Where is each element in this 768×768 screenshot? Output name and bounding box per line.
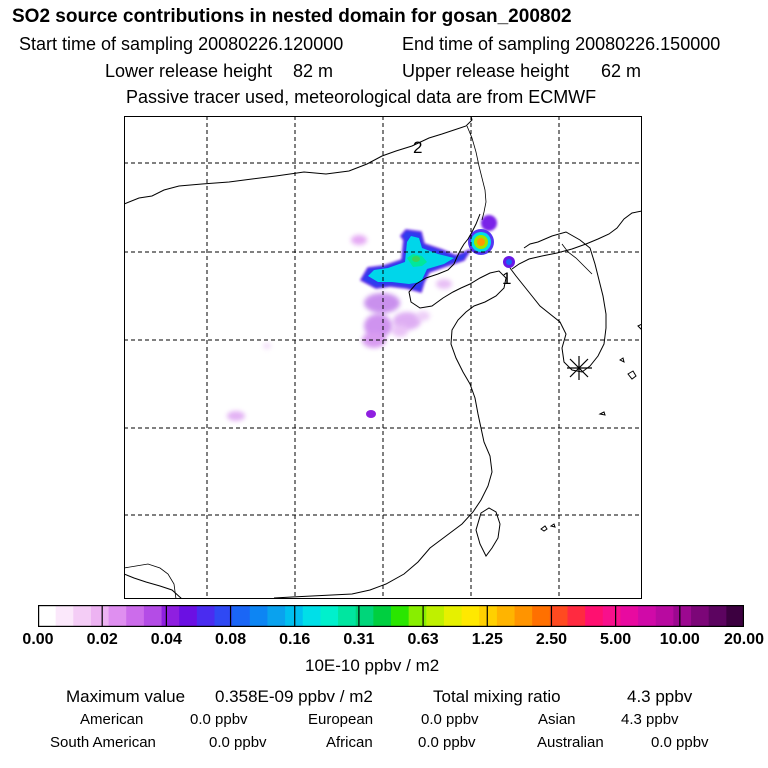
colorbar-cell: [214, 605, 233, 627]
colorbar-cell: [532, 605, 551, 627]
colorbar-cell: [90, 605, 110, 627]
colorbar-cell: [355, 605, 374, 627]
colorbar-cell: [302, 605, 321, 627]
colorbar-tick-label: 10.00: [659, 631, 700, 648]
region-south-american-value: 0.0 ppbv: [209, 734, 267, 751]
max-value: 0.358E-09 ppbv / m2: [215, 687, 373, 706]
colorbar-cell: [496, 605, 516, 627]
region-african-label: African: [326, 734, 373, 751]
colorbar-cell: [620, 605, 639, 627]
total-mixing-value: 4.3 ppbv: [627, 687, 693, 706]
colorbar-cell: [638, 605, 657, 627]
colorbar-tick-label: 0.63: [407, 631, 439, 648]
colorbar-cell: [602, 605, 622, 627]
colorbar-cell: [673, 605, 692, 627]
colorbar-tick-label: 0.00: [22, 631, 54, 648]
colorbar-cell: [691, 605, 710, 627]
colorbar-frame: [38, 605, 744, 627]
region-asian-label: Asian: [538, 711, 576, 728]
colorbar-tick-label: 2.50: [535, 631, 568, 648]
colorbar-cell: [320, 605, 339, 627]
colorbar-tick-label: 0.04: [150, 631, 182, 648]
lower-release-label: Lower release height: [105, 61, 273, 81]
colorbar-cell: [726, 605, 744, 627]
colorbar-cell: [338, 605, 357, 627]
colorbar-tick-label: 20.00: [723, 631, 765, 648]
colorbar-cell: [249, 605, 269, 627]
total-mixing-label: Total mixing ratio: [433, 687, 561, 706]
marker-label-1: 1: [502, 269, 511, 288]
colorbar-tick-label: 0.31: [343, 631, 375, 648]
colorbar: [38, 605, 744, 627]
region-african-value: 0.0 ppbv: [418, 734, 476, 751]
sampling-end-label: End time of sampling 20080226.150000: [402, 34, 721, 54]
main-plume: [359, 229, 472, 293]
colorbar-cell: [461, 605, 480, 627]
colorbar-cell: [267, 605, 286, 627]
sampling-start-label: Start time of sampling 20080226.120000: [19, 34, 344, 54]
colorbar-cell: [443, 605, 463, 627]
colorbar-cell: [426, 605, 445, 627]
coastal-plume: [366, 215, 515, 418]
colorbar-cell: [179, 605, 198, 627]
region-australian-label: Australian: [537, 734, 604, 751]
region-south-american-label: South American: [50, 734, 156, 751]
region-asian-value: 4.3 ppbv: [621, 711, 679, 728]
colorbar-cell: [514, 605, 533, 627]
colorbar-cell: [585, 605, 604, 627]
colorbar-cells: [38, 605, 744, 627]
colorbar-cell: [408, 605, 427, 627]
colorbar-cell: [567, 605, 586, 627]
map-frame: [124, 116, 642, 599]
colorbar-tick-label: 0.02: [86, 631, 118, 648]
colorbar-cell: [232, 605, 251, 627]
region-american-value: 0.0 ppbv: [190, 711, 248, 728]
colorbar-cell: [126, 605, 145, 627]
colorbar-cell: [373, 605, 392, 627]
max-value-label: Maximum value: [66, 687, 186, 706]
colorbar-cell: [196, 605, 216, 627]
colorbar-cell: [655, 605, 674, 627]
colorbar-cell: [55, 605, 74, 627]
plume-layer: [227, 215, 515, 421]
region-european-value: 0.0 ppbv: [421, 711, 479, 728]
grid-layer: [124, 116, 642, 599]
lower-release-value: 82 m: [293, 61, 334, 81]
colorbar-cell: [108, 605, 127, 627]
tracer-note: Passive tracer used, meteorological data…: [126, 87, 597, 107]
upper-release-value: 62 m: [601, 61, 642, 81]
marker-label-2: 2: [413, 138, 422, 157]
colorbar-tick-label: 0.16: [279, 631, 311, 648]
colorbar-unit: 10E-10 ppbv / m2: [305, 656, 440, 675]
region-american-label: American: [80, 711, 144, 728]
receptor-star-icon: [567, 356, 592, 380]
colorbar-cell: [73, 605, 92, 627]
upper-release-label: Upper release height: [402, 61, 570, 81]
colorbar-cell: [391, 605, 410, 627]
colorbar-cell: [161, 605, 180, 627]
map-plot: 1 2: [124, 116, 642, 599]
colorbar-cell: [708, 605, 727, 627]
region-australian-value: 0.0 ppbv: [651, 734, 709, 751]
colorbar-tick-label: 1.25: [471, 631, 503, 648]
colorbar-cell: [479, 605, 498, 627]
colorbar-cell: [38, 605, 57, 627]
colorbar-cell: [143, 605, 163, 627]
colorbar-cell: [549, 605, 569, 627]
region-european-label: European: [308, 711, 374, 728]
colorbar-tick-label: 5.00: [600, 631, 632, 648]
coastline-layer: [124, 116, 642, 599]
colorbar-tick-label: 0.08: [214, 631, 247, 648]
figure-title: SO2 source contributions in nested domai…: [12, 6, 572, 27]
border-layer: [124, 125, 593, 599]
